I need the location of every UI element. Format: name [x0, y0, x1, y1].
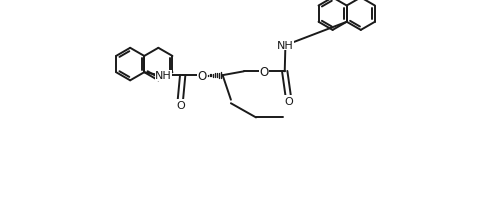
Text: O: O [176, 100, 185, 110]
Text: O: O [197, 69, 207, 82]
Text: O: O [259, 66, 269, 78]
Text: NH: NH [277, 41, 294, 50]
Text: O: O [284, 96, 293, 106]
Text: NH: NH [155, 71, 172, 81]
